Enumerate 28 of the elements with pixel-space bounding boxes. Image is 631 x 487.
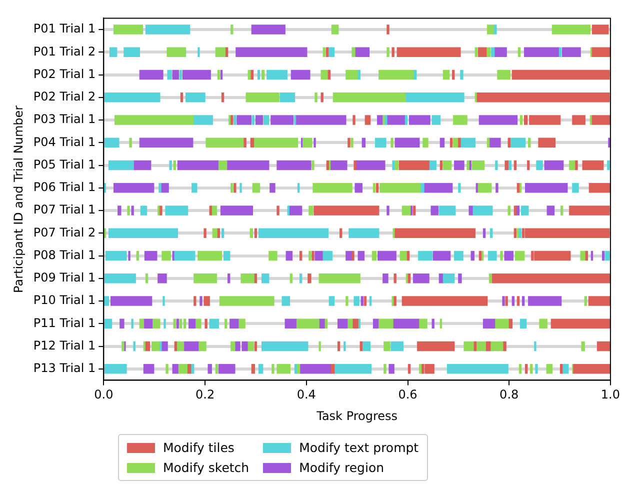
y-axis-title: Participant ID and Trial Number	[11, 105, 26, 293]
legend-label: Modify text prompt	[299, 440, 419, 455]
y-tick-label: P12 Trial 1	[33, 338, 96, 352]
y-tick-label: P02 Trial 2	[33, 90, 96, 104]
legend-label: Modify tiles	[163, 440, 234, 455]
y-tick-label: P11 Trial 1	[33, 316, 96, 330]
x-tick-label: 0.6	[398, 388, 418, 402]
x-tick-label: 0.0	[94, 388, 114, 402]
y-tick-label: P01 Trial 2	[33, 44, 96, 58]
y-tick-label: P10 Trial 1	[33, 293, 96, 308]
legend-label: Modify region	[299, 460, 384, 475]
x-tick-label: 0.2	[196, 388, 215, 402]
x-axis-title: Task Progress	[316, 408, 398, 423]
y-tick-label: P08 Trial 1	[33, 248, 96, 262]
y-tick-label: P06 Trial 1	[33, 180, 96, 194]
x-tick-label: 0.8	[500, 388, 519, 402]
y-tick-label: P02 Trial 1	[33, 66, 96, 81]
y-tick-label: P07 Trial 2	[33, 225, 96, 240]
x-tick-label: 0.4	[296, 388, 316, 402]
y-tick-label: P05 Trial 1	[33, 157, 96, 172]
y-tick-label: P07 Trial 1	[33, 202, 96, 217]
legend-label: Modify sketch	[163, 460, 250, 475]
y-tick-label: P03 Trial 1	[33, 112, 96, 126]
y-tick-label: P04 Trial 1	[33, 134, 96, 149]
x-tick-label: 1.0	[600, 388, 620, 402]
y-tick-label: P13 Trial 1	[33, 361, 96, 376]
y-tick-label: P01 Trial 1	[33, 22, 96, 36]
y-tick-label: P09 Trial 1	[33, 270, 96, 285]
